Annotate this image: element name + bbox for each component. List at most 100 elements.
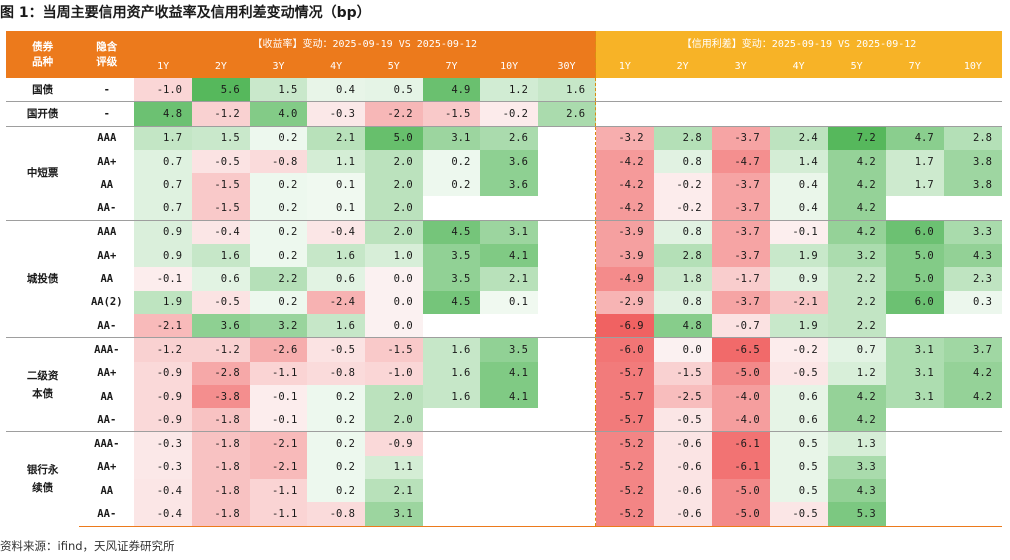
yield-tenor-header: 2Y xyxy=(192,54,250,78)
yield-change-cell: 4.5 xyxy=(422,290,481,314)
spread-change-cell: -2.9 xyxy=(595,290,654,314)
spread-change-cell: 4.8 xyxy=(653,313,712,338)
yield-change-cell xyxy=(480,408,538,432)
grade-cell: AAA xyxy=(79,219,135,245)
spread-change-cell: -5.7 xyxy=(595,408,654,432)
yield-change-cell: 3.6 xyxy=(192,313,250,338)
yield-change-cell xyxy=(537,149,596,174)
yield-change-cell xyxy=(537,267,596,291)
spread-change-cell xyxy=(711,78,770,102)
spread-change-cell: 3.8 xyxy=(943,173,1002,197)
spread-change-cell xyxy=(653,101,712,127)
spread-change-cell: -0.6 xyxy=(653,502,712,527)
spread-change-cell xyxy=(885,101,944,127)
yield-change-cell: -1.5 xyxy=(422,101,481,127)
yield-change-cell: 0.9 xyxy=(134,244,193,268)
yield-change-cell: 2.1 xyxy=(480,267,538,291)
yield-change-cell: 3.1 xyxy=(364,502,423,527)
yield-change-cell: 3.5 xyxy=(422,267,481,291)
yield-change-cell: 3.6 xyxy=(480,149,538,174)
spread-change-cell: 2.8 xyxy=(653,244,712,268)
table-body: 国债 - -1.0 5.6 1.5 0.4 0.5 4.9 1.2 1.6 国开债 -4.8 -1.2 4… xyxy=(6,78,1002,527)
spread-change-cell xyxy=(943,101,1002,127)
yield-change-cell: 0.1 xyxy=(307,196,365,221)
spread-change-cell xyxy=(943,313,1002,338)
spread-change-cell: 1.4 xyxy=(769,149,828,174)
yield-change-cell: 2.0 xyxy=(364,173,423,197)
yield-change-cell: -1.0 xyxy=(364,361,423,385)
spread-change-cell: 1.9 xyxy=(769,244,828,268)
yield-change-cell: -1.1 xyxy=(249,361,308,385)
spread-change-cell: -5.7 xyxy=(595,384,654,409)
spread-change-cell: -3.7 xyxy=(711,125,770,150)
spread-change-cell: 4.2 xyxy=(827,149,886,174)
spread-change-cell: 4.2 xyxy=(827,408,886,432)
yield-change-cell: 4.1 xyxy=(480,244,538,268)
spread-change-cell xyxy=(885,408,944,432)
spread-change-cell: 1.9 xyxy=(769,313,828,338)
spread-change-cell: -0.6 xyxy=(653,479,712,503)
spread-change-cell: -3.7 xyxy=(711,173,770,197)
yield-change-cell xyxy=(480,313,538,338)
bond-type-cell: 国债 xyxy=(32,83,54,96)
yield-change-cell: 2.0 xyxy=(364,384,423,409)
yield-change-cell: -0.8 xyxy=(307,502,365,527)
spread-change-cell xyxy=(885,502,944,527)
grade-cell: AA xyxy=(100,178,114,191)
spread-change-cell: 4.2 xyxy=(827,196,886,221)
spread-change-cell: 5.0 xyxy=(885,244,944,268)
yield-change-cell: 0.0 xyxy=(364,290,423,314)
spread-change-cell: -5.2 xyxy=(595,431,654,456)
yield-change-cell: 1.5 xyxy=(192,125,250,150)
yield-tenor-header: 30Y xyxy=(537,54,596,78)
spread-change-cell xyxy=(827,101,886,127)
yield-change-cell: 0.2 xyxy=(307,408,365,432)
spread-change-cell: 6.0 xyxy=(885,290,944,314)
yield-change-cell: 1.1 xyxy=(364,455,423,480)
source-note: 资料来源：ifind，天风证券研究所 xyxy=(0,539,175,553)
yield-change-cell xyxy=(537,455,596,480)
yield-change-cell: 0.1 xyxy=(480,290,538,314)
spread-change-cell: 2.2 xyxy=(827,290,886,314)
grade-header: 隐含 评级 xyxy=(79,31,135,78)
spread-change-cell: 0.8 xyxy=(653,219,712,245)
yield-change-cell: 0.2 xyxy=(307,384,365,409)
header-line: 评级 xyxy=(96,55,118,68)
spread-change-cell: 0.4 xyxy=(769,173,828,197)
spread-change-cell: 3.3 xyxy=(827,455,886,480)
yield-change-cell: 3.5 xyxy=(422,244,481,268)
yield-change-cell: 0.2 xyxy=(249,173,308,197)
yield-change-cell: 2.1 xyxy=(307,125,365,150)
spread-change-cell: -6.0 xyxy=(595,337,654,362)
yield-change-cell xyxy=(537,313,596,338)
yield-change-cell: 0.6 xyxy=(192,267,250,291)
spread-change-cell: -3.7 xyxy=(711,290,770,314)
grade-cell: AAA- xyxy=(79,337,135,362)
bond-type-header: 债券 品种 xyxy=(6,31,80,78)
grade-cell: AA+ xyxy=(97,461,117,474)
table-row: AA -0.4 -1.8 -1.1 0.2 2.1 -5.2 -0.6 -5.0 0.5 4.3 xyxy=(6,479,1002,503)
yield-change-cell: -0.5 xyxy=(192,290,250,314)
spread-change-cell: 1.8 xyxy=(653,267,712,291)
spread-change-cell: 4.2 xyxy=(827,219,886,245)
table-row: 国开债 -4.8 -1.2 4.0 -0.3 -2.2 -1.5 -0.2 2.6 xyxy=(6,101,1002,127)
yield-change-cell: 4.1 xyxy=(480,384,538,409)
yield-change-cell xyxy=(537,196,596,221)
grade-cell: - xyxy=(103,83,110,96)
spread-change-cell: -4.0 xyxy=(711,384,770,409)
spread-change-cell xyxy=(769,101,828,127)
yield-change-cell xyxy=(537,431,596,456)
table-row: AA- -2.1 3.6 3.2 1.6 0.0 -6.9 4.8 -0.7 1.9 2.2 xyxy=(6,313,1002,338)
yield-change-cell: 1.7 xyxy=(134,125,193,150)
spread-change-cell xyxy=(943,431,1002,456)
spread-change-cell: 0.4 xyxy=(769,196,828,221)
yield-tenor-header: 4Y xyxy=(307,54,365,78)
spread-change-cell: 0.7 xyxy=(827,337,886,362)
table-row: AA+ 0.9 1.6 0.2 1.6 1.0 3.5 4.1 -3.9 2.8 -3.7 1.9 3.… xyxy=(6,244,1002,268)
spread-change-cell xyxy=(885,313,944,338)
yield-change-cell: 3.1 xyxy=(480,219,538,245)
table-row: AA+ -0.9 -2.8 -1.1 -0.8 -1.0 1.6 4.1 -5.7 -1.5 -5.… xyxy=(6,361,1002,385)
yield-change-cell: -0.9 xyxy=(364,431,423,456)
yield-change-cell: -0.1 xyxy=(249,408,308,432)
yield-change-cell xyxy=(422,479,481,503)
